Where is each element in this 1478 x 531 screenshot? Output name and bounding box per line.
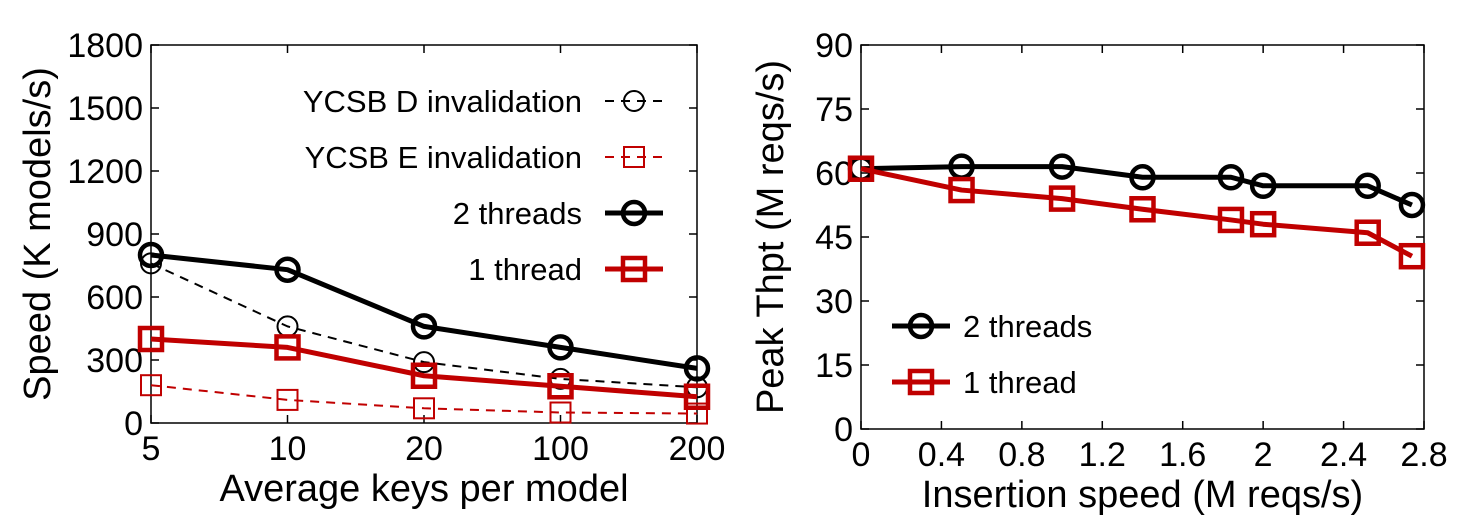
y-tick-label: 60 <box>815 155 853 193</box>
x-tick-label: 1.2 <box>1079 436 1126 474</box>
y-tick-label: 300 <box>86 342 143 380</box>
x-tick-label: 200 <box>669 430 726 468</box>
legend-swatch-marker <box>907 312 935 340</box>
series-line-2 <box>150 384 698 415</box>
data-point <box>1129 196 1156 223</box>
x-tick-label: 2.8 <box>1400 436 1447 474</box>
chart-right: 0 15 30 45 60 75 90 0 0.4 0.8 1.2 1.6 2 2.4 2.8 Inserti… <box>750 27 1448 516</box>
y-tick-label: 600 <box>86 279 143 317</box>
data-point <box>948 176 975 204</box>
data-point <box>410 362 438 389</box>
data-point <box>683 355 711 382</box>
chart-left: 0 300 600 900 1200 1500 1800 5 10 20 100 200 Average… <box>17 27 725 510</box>
x-tick-label: 100 <box>532 430 589 468</box>
y-tick-label: 30 <box>815 283 853 321</box>
data-point <box>1398 242 1426 270</box>
data-point <box>1217 164 1245 191</box>
legend-label: 1 thread <box>468 252 582 287</box>
legend-swatch-marker <box>623 90 645 112</box>
data-point <box>1217 206 1245 234</box>
y-axis-label: Peak Thpt (M reqs/s) <box>750 60 792 414</box>
y-tick-label: 0 <box>124 405 143 443</box>
legend-swatch-marker <box>623 146 645 168</box>
y-tick-label: 900 <box>86 216 143 254</box>
legend-label: YCSB E invalidation <box>305 140 582 175</box>
data-point <box>1048 185 1076 212</box>
y-tick-label: 15 <box>815 347 853 385</box>
x-tick-label: 0 <box>852 436 871 474</box>
y-tick-label: 75 <box>815 91 853 129</box>
x-tick-label: 1.6 <box>1159 436 1206 474</box>
data-point <box>276 388 299 411</box>
x-tick-label: 10 <box>269 430 307 468</box>
data-point <box>137 325 165 353</box>
y-tick-label: 45 <box>815 219 853 257</box>
data-point <box>137 241 165 269</box>
x-tick-label: 0.4 <box>918 436 965 474</box>
plot-frame <box>860 44 1425 430</box>
y-tick-label: 1800 <box>67 27 143 65</box>
series-line-2 <box>860 166 1414 259</box>
y-tick-label: 1200 <box>67 153 143 191</box>
x-axis-label: Average keys per model <box>219 468 628 510</box>
legend-label: 2 threads <box>453 196 582 231</box>
legend-swatch-marker <box>620 255 648 283</box>
data-point <box>686 402 708 425</box>
series-line-1 <box>860 164 1413 208</box>
data-point <box>1398 191 1426 219</box>
series-line-3 <box>150 252 698 371</box>
data-point <box>1129 164 1156 191</box>
data-point <box>549 401 572 424</box>
data-point <box>140 374 162 397</box>
legend-label: 1 thread <box>963 365 1077 400</box>
legend-label: 2 threads <box>963 309 1092 344</box>
x-tick-label: 0.8 <box>998 436 1045 474</box>
data-point <box>274 334 301 361</box>
data-point <box>847 155 875 182</box>
y-tick-label: 0 <box>834 411 853 449</box>
data-point <box>1048 153 1076 180</box>
data-point <box>413 397 435 420</box>
y-axis-label: Speed (K models/s) <box>17 67 59 401</box>
y-tick-label: 90 <box>815 27 853 65</box>
x-tick-label: 2 <box>1254 436 1273 474</box>
data-point <box>1354 172 1381 200</box>
x-tick-label: 5 <box>142 430 161 468</box>
x-tick-label: 2.4 <box>1320 436 1367 474</box>
x-tick-label: 20 <box>405 430 443 468</box>
data-point <box>410 313 438 340</box>
series-line-1 <box>150 262 698 389</box>
data-point <box>1249 172 1277 200</box>
series-line-4 <box>150 336 698 400</box>
data-point <box>1249 210 1277 238</box>
data-point <box>274 256 301 283</box>
data-point <box>683 383 711 410</box>
data-point <box>547 373 574 400</box>
data-point <box>413 351 435 374</box>
legend-swatch-marker <box>907 368 935 396</box>
legend-label: YCSB D invalidation <box>303 84 582 119</box>
x-axis-label: Insertion speed (M reqs/s) <box>922 474 1363 516</box>
data-point <box>547 334 574 361</box>
legend-swatch-marker <box>620 199 648 227</box>
data-point <box>1354 219 1381 246</box>
y-tick-label: 1500 <box>67 90 143 128</box>
